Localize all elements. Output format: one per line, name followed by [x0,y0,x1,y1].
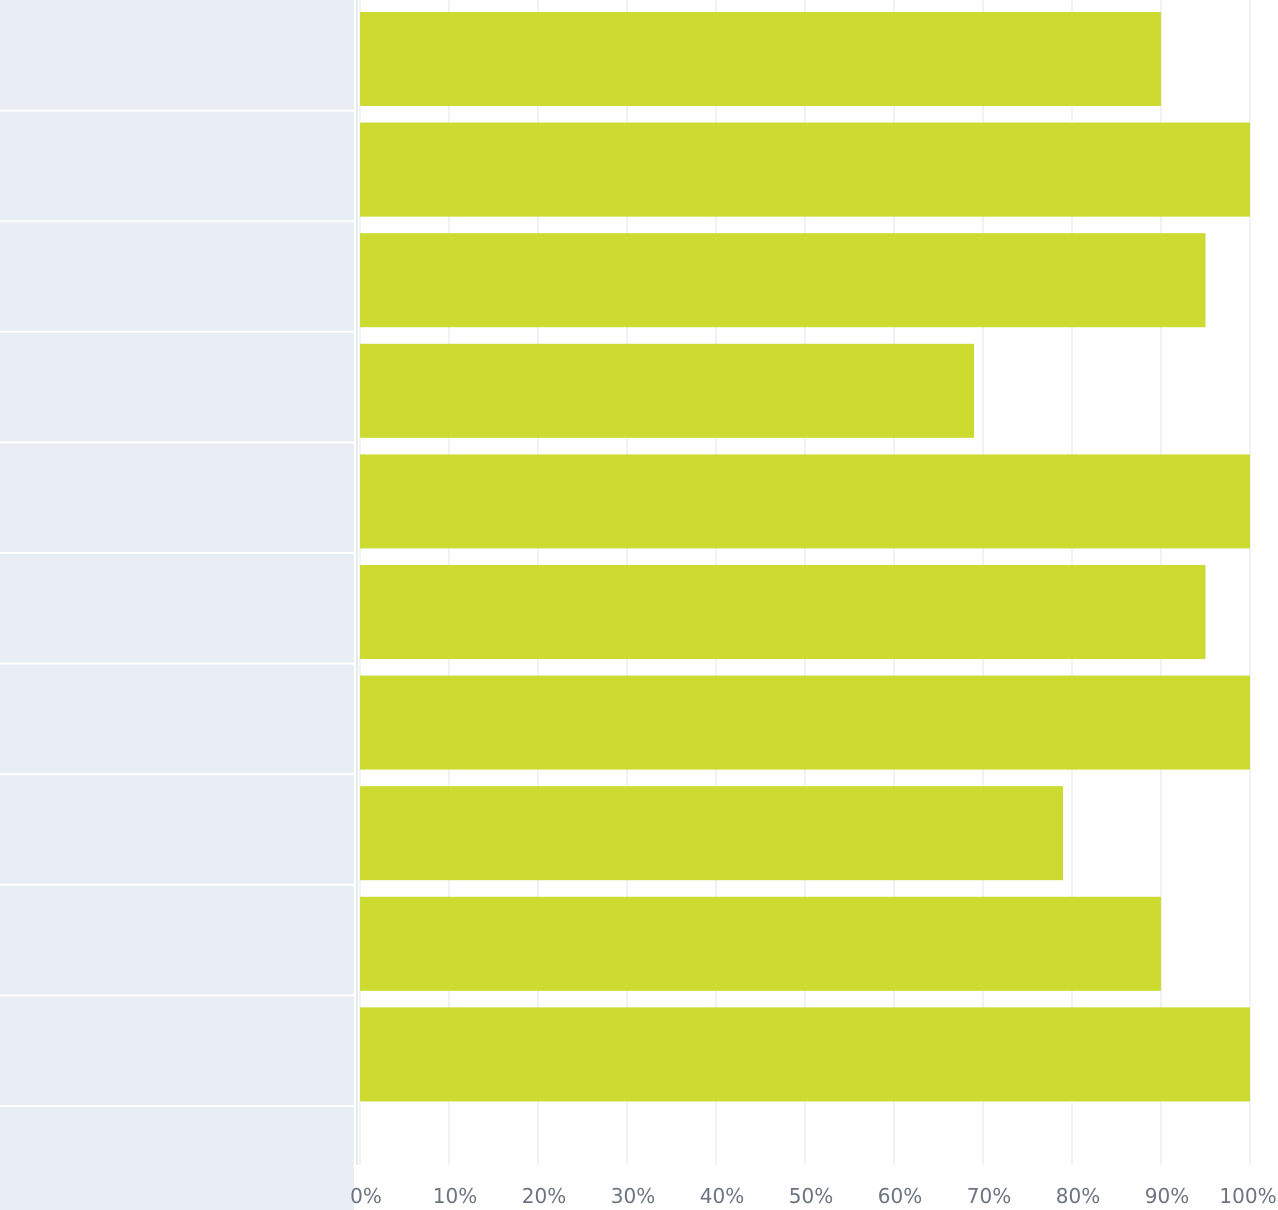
bar [360,786,1064,881]
x-tick-label: 100% [1219,1184,1277,1208]
x-tick-label: 60% [877,1184,923,1208]
x-tick-label: 20% [521,1184,567,1208]
x-tick-label: 50% [788,1184,834,1208]
bar [360,1007,1250,1102]
bars [0,12,1250,1107]
x-tick-label: 40% [699,1184,745,1208]
label-band-background [0,0,354,1210]
bar [360,896,1161,991]
x-tick-label: 10% [432,1184,478,1208]
bar [360,122,1250,217]
bar [360,454,1250,549]
x-tick-label: 70% [966,1184,1012,1208]
bar [360,343,975,438]
bar [360,675,1250,770]
x-tick-label: 80% [1055,1184,1101,1208]
x-tick-label: 0% [350,1184,382,1208]
bar [360,233,1206,328]
bar [360,565,1206,659]
bar [360,12,1161,106]
x-tick-label: 30% [610,1184,656,1208]
x-tick-label: 90% [1144,1184,1190,1208]
